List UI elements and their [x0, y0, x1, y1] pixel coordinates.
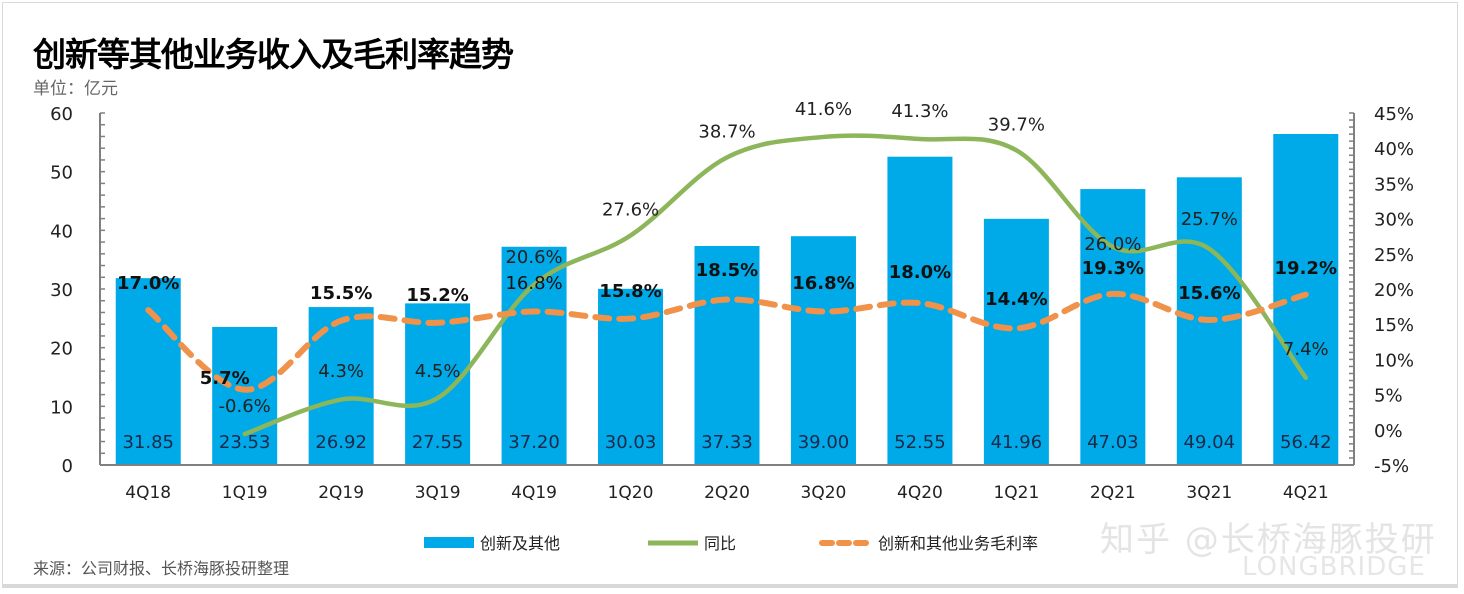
right-tick-label: 10%	[1374, 350, 1414, 371]
legend-label-yoy: 同比	[704, 534, 736, 553]
yoy-value-label: 7.4%	[1283, 339, 1329, 360]
chart-title: 创新等其他业务收入及毛利率趋势	[33, 35, 514, 74]
bar-1Q21	[983, 218, 1049, 465]
yoy-value-label: 20.6%	[505, 247, 562, 268]
bar-value-label: 49.04	[1184, 432, 1236, 453]
margin-value-label: 5.7%	[200, 368, 250, 389]
right-tick-label: 15%	[1374, 315, 1414, 336]
margin-value-label: 18.0%	[889, 262, 951, 283]
margin-value-label: 17.0%	[117, 273, 179, 294]
bar-value-label: 23.53	[219, 432, 271, 453]
x-tick-label: 4Q20	[897, 483, 943, 503]
x-tick-label: 4Q19	[511, 483, 557, 503]
bar-value-label: 26.92	[315, 432, 367, 453]
margin-value-label: 15.2%	[406, 285, 468, 306]
yoy-value-label: 26.0%	[1084, 234, 1141, 255]
margin-value-label: 18.5%	[696, 260, 758, 281]
x-tick-label: 3Q21	[1186, 483, 1232, 503]
yoy-value-label: 41.6%	[795, 99, 852, 120]
x-tick-label: 2Q21	[1090, 483, 1136, 503]
bar-value-label: 56.42	[1280, 432, 1332, 453]
bar-value-label: 39.00	[798, 432, 850, 453]
yoy-line	[242, 133, 1309, 437]
bar-value-label: 31.85	[122, 432, 174, 453]
bar-value-label: 30.03	[605, 432, 657, 453]
right-tick-label: 20%	[1374, 280, 1414, 301]
x-tick-label: 4Q21	[1283, 483, 1329, 503]
yoy-value-label: 25.7%	[1181, 209, 1238, 230]
bar-value-label: 52.55	[894, 432, 946, 453]
right-tick-label: 40%	[1374, 139, 1414, 160]
legend-swatch-bar	[424, 537, 474, 548]
margin-value-label: 15.6%	[1178, 283, 1240, 304]
yoy-value-label: 38.7%	[698, 121, 755, 142]
bar-3Q20	[790, 236, 856, 465]
left-tick-label: 0	[62, 456, 73, 477]
margin-value-label: 16.8%	[505, 273, 562, 294]
margin-value-label: 15.8%	[599, 281, 661, 302]
bar-value-label: 47.03	[1087, 432, 1139, 453]
x-tick-label: 2Q19	[318, 483, 364, 503]
margin-value-label: 15.5%	[310, 283, 372, 304]
bar-value-label: 41.96	[991, 432, 1043, 453]
yoy-value-label: 39.7%	[988, 114, 1045, 135]
x-tick-label: 1Q19	[222, 483, 268, 503]
right-tick-label: 30%	[1374, 210, 1414, 231]
watermark: 知乎 @长桥海豚投研	[1100, 520, 1437, 560]
x-tick-label: 3Q20	[801, 483, 847, 503]
yoy-value-label: 27.6%	[602, 199, 659, 220]
left-tick-label: 20	[50, 339, 73, 360]
bar-value-label: 37.20	[508, 432, 560, 453]
bar-2Q20	[694, 245, 760, 465]
x-tick-label: 2Q20	[704, 483, 750, 503]
left-tick-label: 50	[50, 163, 73, 184]
right-tick-label: 5%	[1374, 386, 1403, 407]
bar-2Q21	[1080, 189, 1146, 465]
right-tick-label: -5%	[1374, 456, 1409, 477]
right-tick-label: 25%	[1374, 245, 1414, 266]
bar-3Q19	[405, 303, 471, 465]
yoy-value-label: 4.3%	[318, 361, 364, 382]
yoy-value-label: 41.3%	[891, 101, 948, 122]
bar-4Q20	[887, 156, 953, 465]
bar-value-label: 37.33	[701, 432, 753, 453]
x-tick-label: 1Q20	[608, 483, 654, 503]
x-tick-label: 1Q21	[993, 483, 1039, 503]
yoy-value-label: 4.5%	[415, 361, 461, 382]
right-tick-label: 0%	[1374, 421, 1403, 442]
legend-label-bar: 创新及其他	[480, 534, 560, 553]
left-tick-label: 60	[50, 104, 73, 125]
watermark-brand: LONGBRIDGE	[1242, 552, 1426, 582]
margin-value-label: 19.2%	[1275, 258, 1337, 279]
margin-value-label: 19.3%	[1082, 258, 1144, 279]
margin-value-label: 14.4%	[985, 289, 1047, 310]
x-tick-label: 3Q19	[415, 483, 461, 503]
right-tick-label: 45%	[1374, 104, 1414, 125]
unit-label: 单位：亿元	[33, 79, 118, 99]
legend-label-margin: 创新和其他业务毛利率	[878, 534, 1038, 553]
margin-value-label: 16.8%	[792, 273, 854, 294]
left-tick-label: 40	[50, 221, 73, 242]
left-tick-label: 10	[50, 397, 73, 418]
x-tick-label: 4Q18	[125, 483, 171, 503]
left-tick-label: 30	[50, 280, 73, 301]
bar-1Q19	[212, 326, 278, 465]
source-note: 来源：公司财报、长桥海豚投研整理	[33, 559, 290, 578]
gross-margin-line	[145, 290, 1309, 393]
yoy-value-label: -0.6%	[219, 396, 271, 417]
right-tick-label: 35%	[1374, 174, 1414, 195]
bar-value-label: 27.55	[412, 432, 464, 453]
